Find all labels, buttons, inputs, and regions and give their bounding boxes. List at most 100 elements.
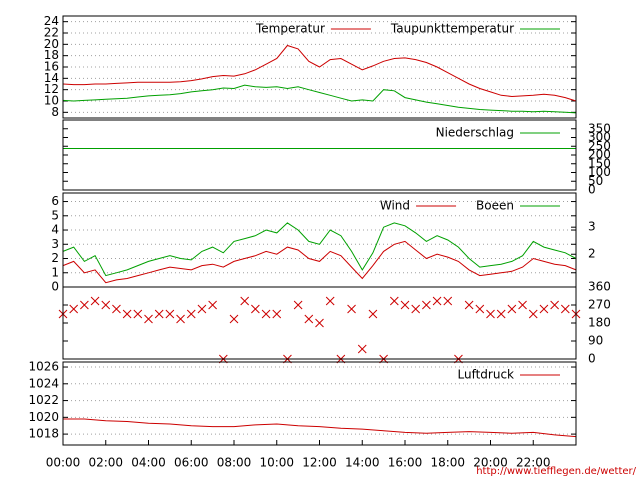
x-tick-label: 06:00 — [174, 456, 209, 470]
x-tick-label: 22:00 — [516, 456, 551, 470]
x-tick-label: 10:00 — [259, 456, 294, 470]
y-tick-label: 3 — [51, 237, 59, 251]
direction-marker — [240, 296, 250, 306]
y-tick-label: 10 — [44, 94, 59, 108]
y-tick-label: 18 — [44, 48, 59, 62]
y-tick-label: 100 — [588, 165, 611, 179]
direction-marker — [69, 304, 79, 314]
direction-marker — [272, 309, 282, 319]
direction-marker — [197, 304, 207, 314]
direction-marker — [432, 296, 442, 306]
y-tick-label: 4 — [51, 223, 59, 237]
x-tick-label: 16:00 — [388, 456, 423, 470]
direction-marker — [475, 304, 485, 314]
x-tick-label: 20:00 — [473, 456, 508, 470]
direction-marker — [261, 309, 271, 319]
y-tick-label: 360 — [588, 280, 611, 294]
legend-label: Taupunkttemperatur — [390, 22, 514, 36]
y-tick-label: 270 — [588, 298, 611, 312]
y-tick-label: 1026 — [28, 360, 59, 374]
series-line — [62, 44, 577, 102]
y-tick-label: 14 — [44, 71, 59, 85]
direction-marker — [251, 304, 260, 314]
legend-label: Niederschlag — [436, 126, 514, 140]
y-tick-label: 8 — [51, 105, 59, 119]
direction-marker — [518, 300, 527, 310]
y-tick-label: 300 — [588, 130, 611, 144]
direction-marker — [464, 300, 474, 310]
panel-frame — [62, 361, 577, 446]
y-tick-label: 2 — [51, 251, 59, 265]
x-tick-label: 14:00 — [345, 456, 380, 470]
x-tick-label: 04:00 — [131, 456, 166, 470]
series-line — [62, 240, 577, 284]
y-tick-label: 20 — [44, 37, 59, 51]
x-tick-label: 08:00 — [217, 456, 252, 470]
direction-marker — [357, 344, 367, 354]
direction-marker — [315, 318, 324, 328]
direction-marker — [539, 304, 549, 314]
x-tick-label: 12:00 — [302, 456, 337, 470]
y-tick-label: 1022 — [28, 393, 59, 407]
direction-marker — [550, 300, 559, 310]
legend-label: Luftdruck — [457, 368, 514, 382]
x-tick-label: 00:00 — [46, 456, 81, 470]
direction-marker — [325, 296, 335, 306]
direction-marker — [186, 309, 196, 319]
direction-marker — [368, 309, 378, 319]
direction-marker — [208, 300, 217, 310]
direction-marker — [507, 304, 517, 314]
y-tick-label: 22 — [44, 26, 59, 40]
y-tick-label: 90 — [588, 334, 603, 348]
direction-marker — [560, 304, 570, 314]
y2-tick-label: 3 — [588, 220, 596, 234]
direction-marker — [304, 314, 314, 324]
direction-marker — [400, 300, 410, 310]
panel-frame — [62, 286, 577, 360]
y-tick-label: 6 — [51, 194, 59, 208]
legend-label: Temperatur — [255, 22, 325, 36]
y-tick-label: 180 — [588, 316, 611, 330]
y-tick-label: 250 — [588, 139, 611, 153]
direction-marker — [422, 300, 431, 310]
direction-marker — [229, 314, 239, 324]
direction-marker — [176, 314, 185, 324]
y-tick-label: 1020 — [28, 410, 59, 424]
legend-label: Boeen — [476, 199, 514, 213]
y-tick-label: 1 — [51, 265, 59, 279]
y-tick-label: 50 — [588, 174, 603, 188]
y-tick-label: 350 — [588, 121, 611, 135]
y-tick-label: 16 — [44, 60, 59, 74]
direction-marker — [101, 300, 111, 310]
y-tick-label: 1024 — [28, 376, 59, 390]
direction-marker — [496, 309, 506, 319]
y-tick-label: 1018 — [28, 427, 59, 441]
y-tick-label: 200 — [588, 148, 611, 162]
direction-marker — [90, 296, 100, 306]
y-tick-label: 150 — [588, 156, 611, 170]
direction-marker — [80, 300, 89, 310]
x-tick-label: 18:00 — [430, 456, 465, 470]
direction-marker — [486, 309, 495, 319]
direction-marker — [411, 304, 421, 314]
direction-marker — [133, 309, 143, 319]
y-tick-label: 0 — [588, 183, 596, 197]
series-line — [63, 418, 577, 438]
footer-url: http://www.tiefflegen.de/wetter/ — [476, 466, 636, 477]
direction-marker — [112, 304, 121, 314]
y-tick-label: 0 — [51, 280, 59, 294]
y2-tick-label: 2 — [588, 247, 596, 261]
direction-marker — [144, 314, 153, 324]
y-tick-label: 24 — [44, 14, 59, 28]
direction-marker — [443, 296, 453, 306]
direction-marker — [154, 309, 164, 319]
series-line — [62, 84, 577, 114]
series-line — [62, 222, 577, 277]
y-tick-label: 0 — [588, 352, 596, 366]
legend-label: Wind — [380, 199, 410, 213]
y-tick-label: 12 — [44, 82, 59, 96]
panel-frame — [62, 119, 577, 191]
direction-marker — [347, 304, 356, 314]
direction-marker — [528, 309, 538, 319]
